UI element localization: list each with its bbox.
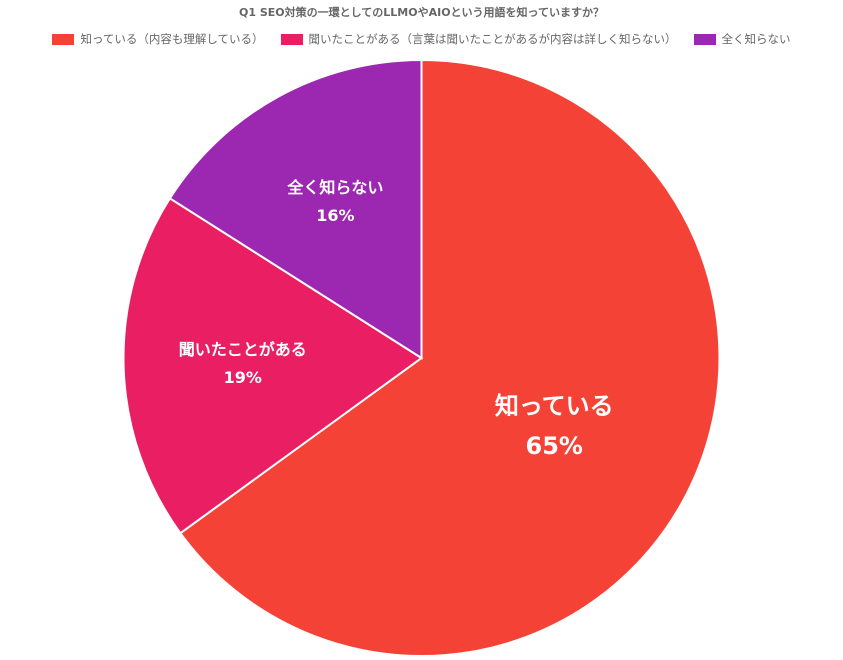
legend-swatch-heard [280,33,303,45]
pie-slice-unknown[interactable] [168,58,423,360]
legend-item-heard[interactable]: 聞いたことがある（言葉は聞いたことがあるが内容は詳しく知らない） [280,31,677,47]
slice-value-known: 65% [526,432,583,460]
slice-label-heard: 聞いたことがある [179,340,307,359]
legend-label-known: 知っている（内容も理解している） [80,32,264,46]
legend-swatch-unknown [693,33,716,45]
legend-swatch-known [52,33,75,45]
slice-value-heard: 19% [224,368,262,387]
pie-slice-known[interactable] [179,58,721,657]
slice-label-known: 知っている [495,392,614,420]
slice-label-unknown: 全く知らない [286,178,383,197]
legend-label-heard: 聞いたことがある（言葉は聞いたことがあるが内容は詳しく知らない） [308,32,677,46]
legend-label-unknown: 全く知らない [721,32,791,46]
chart-title: Q1 SEO対策の一環としてのLLMOやAIOという用語を知っていますか？ [238,6,604,19]
legend-item-known[interactable]: 知っている（内容も理解している） [52,31,264,47]
pie-slice-heard[interactable] [122,196,424,535]
legend: 知っている（内容も理解している） 聞いたことがある（言葉は聞いたことがあるが内容… [0,31,843,47]
slice-value-unknown: 16% [316,206,354,225]
legend-item-unknown[interactable]: 全く知らない [693,31,791,47]
